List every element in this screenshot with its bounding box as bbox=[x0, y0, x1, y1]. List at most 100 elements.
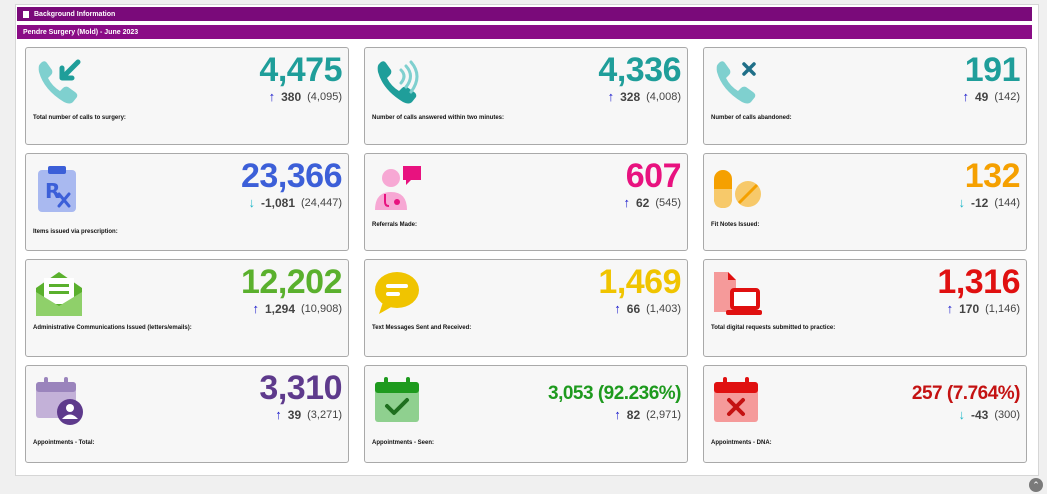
kpi-card-appointments-total: 3,310 ↑ 39 (3,271) Appointments - Total: bbox=[25, 365, 349, 463]
digital-request-icon bbox=[714, 272, 762, 315]
doctor-referral-icon bbox=[375, 166, 421, 210]
kpi-value-with-percent: 3,053 (92.236%) bbox=[548, 382, 682, 406]
kpi-change-value: 39 bbox=[287, 408, 302, 422]
kpi-card-calls-answered: 4,336 ↑ 328 (4,008) Number of calls answ… bbox=[364, 47, 688, 145]
kpi-previous-value: (4,095) bbox=[307, 91, 342, 103]
kpi-previous-value: (24,447) bbox=[301, 197, 342, 209]
kpi-label: Number of calls abandoned: bbox=[711, 115, 792, 121]
phone-ringing-icon bbox=[377, 60, 419, 104]
kpi-value: 4,336 bbox=[598, 51, 681, 89]
arrow-up-icon: ↑ bbox=[275, 407, 282, 422]
kpi-change: ↓ -12 (144) bbox=[958, 196, 1020, 210]
kpi-label: Items issued via prescription: bbox=[33, 229, 118, 235]
kpi-change-value: -43 bbox=[970, 408, 989, 422]
kpi-grid: 4,475 ↑ 380 (4,095) Total number of call… bbox=[25, 47, 1027, 463]
kpi-change: ↑ 170 (1,146) bbox=[947, 302, 1020, 316]
kpi-value: 3,053 bbox=[548, 383, 594, 404]
kpi-value: 12,202 bbox=[241, 263, 343, 301]
arrow-up-icon: ↑ bbox=[946, 301, 954, 316]
arrow-up-icon: ↑ bbox=[268, 89, 276, 104]
kpi-previous-value: (3,271) bbox=[307, 409, 342, 421]
kpi-label: Appointments - DNA: bbox=[711, 440, 772, 446]
kpi-value-with-percent: 257 (7.764%) bbox=[912, 382, 1021, 406]
kpi-card-total-calls: 4,475 ↑ 380 (4,095) Total number of call… bbox=[25, 47, 349, 145]
kpi-previous-value: (1,146) bbox=[985, 303, 1020, 315]
arrow-down-icon: ↓ bbox=[958, 195, 965, 210]
kpi-card-digital-requests: 1,316 ↑ 170 (1,146) Total digital reques… bbox=[703, 259, 1027, 357]
kpi-card-prescription-items: R 23,366 ↓ -1,081 (24,447) Items issued … bbox=[25, 153, 349, 251]
pills-icon bbox=[714, 170, 761, 208]
svg-text:R: R bbox=[45, 179, 60, 203]
kpi-label: Fit Notes Issued: bbox=[711, 222, 760, 228]
kpi-change-value: -1,081 bbox=[260, 196, 296, 210]
arrow-up-icon: ↑ bbox=[614, 407, 621, 422]
chevron-up-icon: ⌃ bbox=[1032, 479, 1040, 490]
kpi-change-value: 1,294 bbox=[264, 302, 296, 316]
kpi-change: ↑ 62 (545) bbox=[623, 196, 681, 210]
kpi-label: Text Messages Sent and Received: bbox=[372, 325, 472, 331]
arrow-down-icon: ↓ bbox=[958, 407, 965, 422]
practice-title: Pendre Surgery (Mold) - June 2023 bbox=[23, 28, 139, 36]
kpi-card-admin-communications: 12,202 ↑ 1,294 (10,908) Administrative C… bbox=[25, 259, 349, 357]
document-icon bbox=[23, 10, 29, 18]
kpi-label: Total number of calls to surgery: bbox=[33, 115, 126, 121]
kpi-previous-value: (144) bbox=[994, 197, 1020, 209]
kpi-value: 607 bbox=[625, 157, 682, 195]
arrow-up-icon: ↑ bbox=[607, 89, 615, 104]
kpi-previous-value: (10,908) bbox=[301, 303, 342, 315]
chat-bubble-icon bbox=[375, 272, 419, 314]
arrow-up-icon: ↑ bbox=[614, 301, 621, 316]
kpi-change: ↑ 328 (4,008) bbox=[608, 90, 681, 104]
kpi-label: Total digital requests submitted to prac… bbox=[711, 325, 836, 331]
kpi-percent: (92.236%) bbox=[597, 383, 682, 404]
kpi-value: 3,310 bbox=[259, 369, 342, 407]
calendar-check-icon bbox=[375, 377, 419, 422]
kpi-value: 132 bbox=[964, 157, 1021, 195]
kpi-label: Referrals Made: bbox=[372, 222, 418, 228]
kpi-change-value: 82 bbox=[626, 408, 641, 422]
kpi-card-appointments-seen: 3,053 (92.236%) ↑ 82 (2,971) Appointment… bbox=[364, 365, 688, 463]
calendar-cross-icon bbox=[714, 377, 758, 422]
scroll-to-top-button[interactable]: ⌃ bbox=[1029, 478, 1043, 492]
kpi-label: Appointments - Seen: bbox=[372, 440, 435, 446]
arrow-up-icon: ↑ bbox=[962, 89, 969, 104]
kpi-previous-value: (545) bbox=[655, 197, 681, 209]
kpi-card-appointments-dna: 257 (7.764%) ↓ -43 (300) Appointments - … bbox=[703, 365, 1027, 463]
kpi-change: ↓ -1,081 (24,447) bbox=[248, 196, 342, 210]
phone-abandoned-icon bbox=[716, 61, 756, 104]
kpi-label: Appointments - Total: bbox=[33, 440, 95, 446]
kpi-change-value: 49 bbox=[974, 90, 989, 104]
kpi-value: 4,475 bbox=[259, 51, 342, 89]
kpi-card-fit-notes: 132 ↓ -12 (144) Fit Notes Issued: bbox=[703, 153, 1027, 251]
kpi-change: ↑ 82 (2,971) bbox=[614, 408, 681, 422]
kpi-value: 23,366 bbox=[241, 157, 343, 195]
section-header-bar[interactable]: Background Information bbox=[17, 7, 1032, 21]
kpi-change-value: 62 bbox=[635, 196, 650, 210]
prescription-clipboard-icon: R bbox=[38, 166, 76, 212]
envelope-letter-icon bbox=[36, 272, 82, 316]
kpi-label: Administrative Communications Issued (le… bbox=[33, 325, 192, 331]
kpi-previous-value: (142) bbox=[994, 91, 1020, 103]
arrow-up-icon: ↑ bbox=[623, 195, 630, 210]
kpi-previous-value: (1,403) bbox=[646, 303, 681, 315]
kpi-card-text-messages: 1,469 ↑ 66 (1,403) Text Messages Sent an… bbox=[364, 259, 688, 357]
arrow-down-icon: ↓ bbox=[248, 195, 255, 210]
kpi-card-referrals: 607 ↑ 62 (545) Referrals Made: bbox=[364, 153, 688, 251]
kpi-change-value: 380 bbox=[281, 90, 302, 104]
kpi-label: Number of calls answered within two minu… bbox=[372, 115, 505, 121]
kpi-value: 1,469 bbox=[598, 263, 681, 301]
kpi-change: ↓ -43 (300) bbox=[958, 408, 1020, 422]
kpi-previous-value: (4,008) bbox=[646, 91, 681, 103]
kpi-card-calls-abandoned: 191 ↑ 49 (142) Number of calls abandoned… bbox=[703, 47, 1027, 145]
kpi-change: ↑ 380 (4,095) bbox=[269, 90, 342, 104]
calendar-user-icon bbox=[36, 377, 83, 425]
kpi-previous-value: (300) bbox=[994, 409, 1020, 421]
kpi-change: ↑ 49 (142) bbox=[962, 90, 1020, 104]
kpi-value: 1,316 bbox=[937, 263, 1020, 301]
practice-header-bar: Pendre Surgery (Mold) - June 2023 bbox=[17, 25, 1032, 39]
kpi-change-value: 170 bbox=[959, 302, 980, 316]
kpi-change-value: -12 bbox=[970, 196, 989, 210]
kpi-change-value: 328 bbox=[620, 90, 641, 104]
kpi-previous-value: (2,971) bbox=[646, 409, 681, 421]
kpi-change-value: 66 bbox=[626, 302, 641, 316]
